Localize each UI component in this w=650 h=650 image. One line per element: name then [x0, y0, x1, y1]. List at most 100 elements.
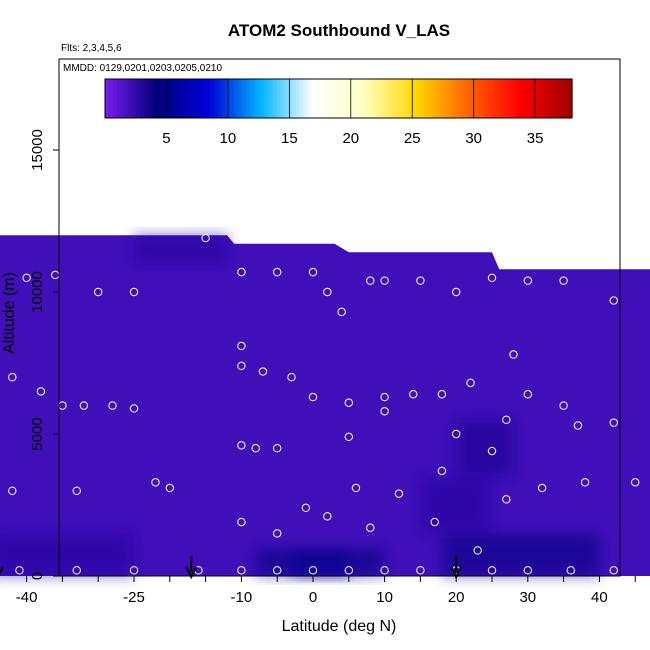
colorbar-segment	[299, 79, 305, 118]
colorbar-segment	[291, 79, 297, 118]
sample-point	[251, 444, 260, 453]
colorbar-segment	[338, 79, 343, 118]
colorbar-segment	[470, 79, 476, 118]
colorbar-segment	[354, 79, 359, 118]
colorbar-segment	[466, 79, 472, 118]
colorbar-segment	[392, 79, 398, 118]
sample-point	[487, 446, 497, 456]
colorbar-segment	[361, 79, 367, 118]
colorbar-tick-label: 30	[465, 130, 482, 147]
colorbar-segment	[143, 79, 149, 118]
colorbar-segment	[536, 79, 542, 118]
colorbar-segment	[315, 79, 320, 118]
intensity-region	[255, 547, 385, 576]
colorbar-segment	[132, 79, 137, 118]
colorbar-segment	[140, 79, 145, 118]
sample-point	[416, 276, 425, 285]
colorbar-segment	[252, 79, 258, 118]
sample-point	[237, 361, 246, 371]
sample-point	[72, 486, 81, 495]
colorbar-segment	[486, 79, 491, 118]
colorbar-segment	[260, 79, 266, 118]
colorbar-segment	[268, 79, 273, 118]
colorbar: 5 10 15 20 25 30 35	[104, 78, 573, 147]
sample-point	[308, 267, 318, 277]
colorbar-segment	[412, 79, 417, 118]
sample-point	[559, 276, 568, 285]
sample-point	[573, 421, 583, 430]
heatmap-field	[0, 235, 650, 576]
sample-point	[201, 233, 210, 243]
colorbar-tick-label: 15	[281, 130, 298, 147]
sample-point	[430, 517, 439, 527]
sample-point	[323, 512, 332, 521]
colorbar-segment	[478, 79, 484, 118]
sample-point	[79, 401, 89, 410]
colorbar-segment	[136, 79, 141, 118]
colorbar-segment	[501, 79, 507, 118]
colorbar-segment	[556, 79, 561, 118]
sample-point	[287, 373, 296, 382]
colorbar-segment	[167, 79, 172, 118]
x-axis: -70-55-40-25-1001020304050607080	[16, 576, 636, 606]
sample-point	[609, 418, 618, 427]
colorbar-segment	[373, 79, 379, 118]
colorbar-segment	[424, 79, 429, 118]
colorbar-segment	[213, 79, 219, 118]
sample-point	[237, 441, 246, 450]
sample-point	[344, 398, 353, 407]
colorbar-segment	[128, 79, 133, 118]
colorbar-segment	[455, 79, 460, 118]
colorbar-segment	[560, 79, 565, 118]
colorbar-segment	[400, 79, 406, 118]
intensity-region	[441, 533, 600, 576]
x-tick-label: 10	[376, 589, 393, 606]
sample-point	[72, 566, 81, 575]
colorbar-tick-label: 25	[404, 130, 421, 147]
sample-point	[15, 566, 24, 575]
sample-point	[559, 401, 568, 410]
colorbar-segment	[544, 79, 550, 118]
colorbar-segment	[276, 79, 281, 118]
sample-point	[502, 495, 511, 504]
colorbar-segment	[474, 79, 480, 118]
colorbar-segment	[163, 79, 168, 118]
colorbar-segment	[505, 79, 511, 118]
colorbar-segment	[186, 79, 192, 118]
colorbar-segment	[221, 79, 227, 118]
sample-point	[273, 529, 282, 538]
colorbar-segment	[346, 79, 351, 118]
colorbar-segment	[369, 79, 375, 118]
sample-point	[129, 566, 139, 575]
x-tick-label: 20	[448, 589, 465, 606]
colorbar-segment	[284, 79, 289, 118]
y-axis: 0 5000 10000 15000	[29, 129, 59, 580]
colorbar-segment	[256, 79, 262, 118]
colorbar-segment	[396, 79, 402, 118]
sample-point	[323, 287, 332, 297]
sample-point	[273, 566, 282, 575]
profile-envelope	[0, 235, 650, 576]
colorbar-segment	[198, 79, 203, 118]
sample-point	[487, 566, 497, 575]
sample-point	[237, 267, 246, 277]
colorbar-segment	[564, 79, 569, 118]
colorbar-segment	[124, 79, 129, 118]
colorbar-segment	[404, 79, 410, 118]
colorbar-segment	[439, 79, 445, 118]
colorbar-segment	[521, 79, 526, 118]
x-axis-label: Latitude (deg N)	[282, 618, 397, 635]
colorbar-segment	[303, 79, 308, 118]
colorbar-tick-label: 5	[162, 130, 170, 147]
sample-point	[466, 378, 475, 388]
sample-point	[22, 273, 31, 282]
sample-point	[273, 444, 282, 453]
colorbar-segment	[513, 79, 519, 118]
arrow-marker-head	[185, 566, 198, 580]
y-tick-label: 10000	[29, 271, 46, 313]
intensity-region	[456, 419, 514, 477]
sample-point	[580, 478, 590, 487]
sample-point	[344, 432, 353, 442]
colorbar-segment	[490, 79, 495, 118]
colorbar-segment	[311, 79, 316, 118]
